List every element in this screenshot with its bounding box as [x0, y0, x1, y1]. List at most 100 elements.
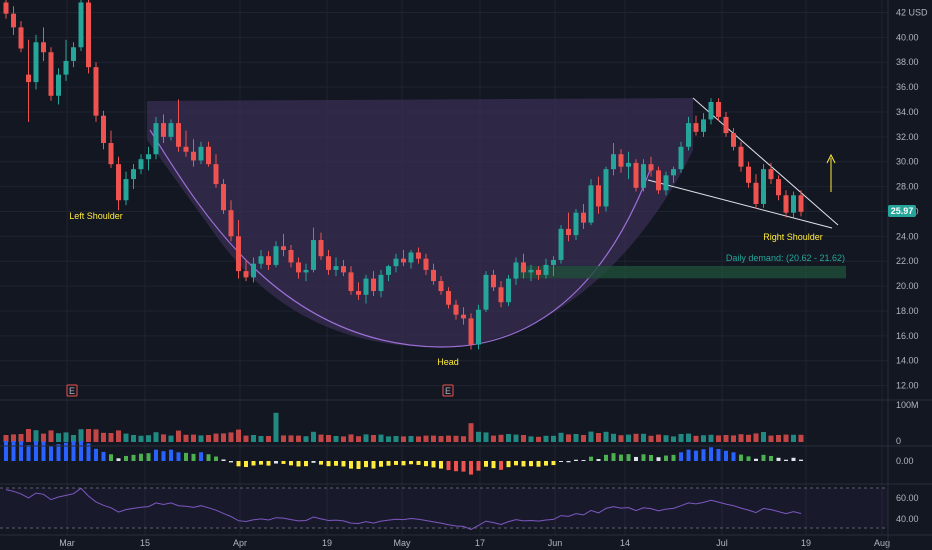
- oscillator-bar: [34, 441, 38, 461]
- volume-bar: [468, 423, 474, 442]
- volume-bar: [498, 434, 504, 442]
- candle-body: [716, 101, 721, 117]
- candle-body: [63, 60, 69, 75]
- volume-bar: [18, 434, 24, 442]
- candle-body: [101, 115, 106, 144]
- volume-bar: [633, 433, 639, 442]
- volume-bar: [386, 436, 391, 442]
- time-tick-label: Apr: [233, 538, 247, 548]
- wedge-upper: [692, 97, 839, 226]
- oscillator-bar: [259, 461, 263, 465]
- oscillator-bar: [791, 457, 796, 461]
- candle-body: [791, 195, 796, 213]
- oscillator-bar: [409, 461, 413, 465]
- candle-body: [303, 269, 309, 273]
- time-tick-label: Jul: [716, 538, 728, 548]
- candle-body: [581, 212, 586, 223]
- time-tick-label: Aug: [874, 538, 890, 548]
- oscillator-bar: [581, 460, 586, 461]
- candle-body: [528, 269, 534, 273]
- candle-body: [483, 274, 489, 310]
- oscillator-bar: [656, 457, 661, 461]
- oscillator-bar: [491, 461, 496, 469]
- volume-bar: [551, 435, 556, 442]
- candle-body: [648, 164, 654, 171]
- candle-body: [783, 195, 789, 213]
- oscillator-bar: [784, 459, 788, 461]
- candle-body: [603, 169, 609, 207]
- candle-body: [641, 164, 646, 188]
- candle-body: [288, 249, 294, 263]
- volume-bar: [738, 434, 744, 442]
- price-candles: [3, 0, 804, 350]
- oscillator-bar: [71, 441, 76, 461]
- oscillator-bar: [356, 461, 361, 469]
- oscillator-bar: [701, 449, 706, 461]
- oscillator-bar: [109, 454, 113, 461]
- volume-bar: [123, 433, 129, 442]
- volume-bar: [221, 433, 226, 442]
- candle-body: [221, 184, 226, 211]
- candle-body: [438, 281, 444, 292]
- candle-body: [161, 123, 166, 137]
- volume-bar: [558, 432, 564, 442]
- oscillator-bar: [221, 459, 226, 461]
- oscillator-bar: [394, 461, 398, 465]
- volume-bar: [371, 435, 376, 442]
- candle-body: [341, 266, 346, 273]
- oscillator-bar: [371, 461, 376, 469]
- volume-bar: [356, 436, 361, 442]
- candle-body: [611, 154, 616, 170]
- candle-body: [243, 271, 249, 278]
- oscillator-bar: [731, 452, 736, 461]
- oscillator-bar: [416, 461, 421, 465]
- volume-bar: [603, 431, 609, 442]
- oscillator-bar: [401, 461, 406, 466]
- candle-body: [558, 228, 564, 260]
- left-shoulder-label: Left Shoulder: [69, 211, 123, 221]
- oscillator-bar: [176, 452, 181, 461]
- volume-bar: [536, 436, 541, 442]
- candle-body: [153, 123, 159, 155]
- oscillator-bar: [116, 458, 121, 461]
- oscillator-bar: [499, 461, 503, 470]
- candle-body: [18, 27, 24, 49]
- candle-body: [461, 314, 466, 319]
- volume-bar: [408, 436, 414, 442]
- candle-body: [588, 185, 594, 223]
- oscillator-bar: [326, 461, 331, 467]
- candle-body: [453, 304, 459, 315]
- candle-body: [251, 263, 256, 278]
- volume-tick-label: 100M: [896, 400, 919, 410]
- rsi-line: [5, 487, 802, 531]
- oscillator-bar: [566, 461, 571, 463]
- candle-body: [738, 146, 744, 167]
- oscillator-bar: [244, 461, 248, 468]
- oscillator-bar: [131, 454, 136, 461]
- volume-bar: [26, 429, 31, 442]
- candle-body: [633, 162, 639, 188]
- cup-region: [147, 98, 693, 348]
- price-tick-label: 42 USD: [896, 7, 928, 17]
- volume-bar: [648, 435, 654, 442]
- price-tick-label: 28.00: [896, 182, 919, 192]
- earnings-marker-label: E: [69, 386, 75, 396]
- candle-body: [693, 123, 699, 132]
- volume-bar: [708, 434, 714, 442]
- volume-bar: [491, 435, 496, 442]
- volume-bar: [791, 434, 796, 442]
- volume-bar: [611, 433, 616, 442]
- volume-bar: [288, 435, 294, 442]
- candle-body: [521, 262, 526, 273]
- price-tick-label: 14.00: [896, 356, 919, 366]
- oscillator-bar: [139, 453, 143, 461]
- candle-body: [746, 166, 751, 183]
- volume-bar: [461, 436, 466, 442]
- oscillator-bar: [716, 448, 721, 461]
- volume-bar: [251, 435, 256, 442]
- oscillator-bar: [86, 443, 91, 461]
- candle-body: [213, 164, 219, 185]
- oscillator-bar: [56, 444, 61, 461]
- volume-bar: [671, 436, 676, 442]
